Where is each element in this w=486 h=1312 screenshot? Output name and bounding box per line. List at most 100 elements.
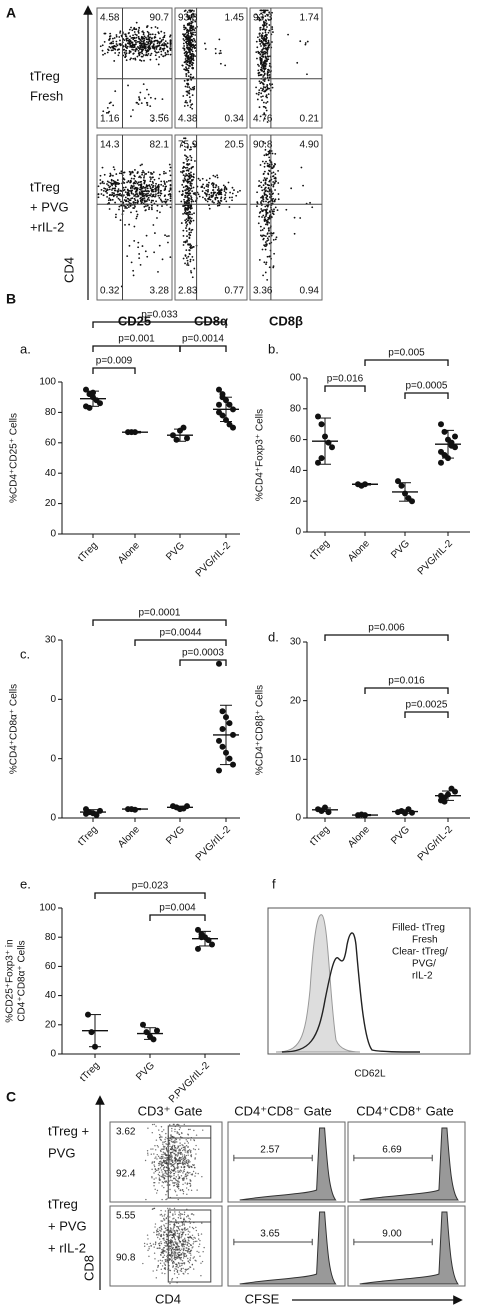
flow-dot: [103, 40, 106, 43]
flow-dot: [163, 1262, 165, 1264]
flow-dot: [103, 32, 106, 35]
flow-dot: [187, 1215, 189, 1217]
flow-dot: [187, 1159, 189, 1161]
flow-dot: [208, 177, 211, 180]
flow-dot: [182, 1223, 184, 1225]
flow-dot: [164, 1272, 166, 1275]
flow-dot: [182, 235, 185, 237]
flow-dot: [135, 41, 137, 44]
flow-dot: [133, 197, 136, 200]
flow-dot: [154, 1157, 156, 1160]
flow-dot: [216, 174, 219, 177]
flow-dot: [182, 1243, 184, 1246]
flow-dot: [265, 210, 268, 213]
flow-dot: [159, 37, 161, 40]
gate-value: 90.8: [116, 1253, 136, 1264]
flow-dot: [97, 193, 100, 195]
flow-dot: [165, 44, 168, 47]
flow-dot: [140, 176, 142, 179]
flow-dot: [161, 1220, 164, 1222]
flow-dot: [176, 1165, 179, 1167]
flow-dot: [176, 1154, 178, 1156]
flow-dot: [265, 261, 268, 264]
flow-dot: [164, 1180, 166, 1183]
flow-dot: [190, 195, 192, 198]
flow-dot: [127, 189, 130, 192]
flow-dot: [262, 43, 265, 45]
flow-dot: [159, 1162, 161, 1164]
flow-dot: [262, 101, 265, 104]
flow-dot: [157, 1264, 159, 1267]
flow-dot: [264, 186, 267, 189]
flow-dot: [183, 177, 186, 180]
flow-dot: [163, 200, 166, 203]
flow-dot: [155, 39, 158, 42]
flow-dot: [263, 24, 265, 27]
flow-dot: [120, 34, 123, 37]
flow-dot: [117, 54, 120, 57]
flow-dot: [118, 36, 121, 38]
flow-dot: [139, 38, 141, 41]
flow-dot: [158, 1179, 161, 1182]
flow-dot: [151, 1123, 154, 1126]
flow-dot: [140, 40, 143, 43]
flow-dot: [265, 200, 267, 203]
flow-dot: [147, 41, 150, 44]
flow-dot: [170, 1171, 173, 1174]
flow-dot: [130, 192, 133, 195]
flow-dot: [162, 1161, 164, 1164]
flow-dot: [148, 1246, 150, 1248]
flow-dot: [163, 1242, 166, 1244]
flow-dot: [261, 160, 264, 163]
flow-dot: [304, 43, 307, 46]
flow-dot: [210, 183, 213, 185]
flow-dot: [149, 47, 152, 50]
flow-dot: [178, 1262, 180, 1264]
flow-dot: [149, 187, 152, 189]
flow-dot: [164, 1174, 166, 1177]
flow-dot: [173, 1252, 176, 1254]
flow-dot: [136, 213, 139, 216]
flow-dot: [162, 1233, 165, 1236]
flow-dot: [158, 32, 160, 35]
flow-dot: [263, 177, 266, 179]
flow-dot: [184, 1160, 186, 1163]
flow-dot: [109, 185, 112, 188]
flow-dot: [137, 184, 140, 186]
legend-text: Clear- tTreg/: [392, 947, 448, 958]
flow-dot: [182, 38, 185, 40]
flow-dot: [168, 190, 171, 193]
flow-dot: [266, 223, 269, 226]
flow-dot: [114, 185, 117, 188]
flow-dot: [115, 35, 118, 38]
flow-dot: [189, 106, 192, 109]
flow-dot: [184, 1175, 186, 1178]
histogram: [239, 1211, 337, 1285]
flow-dot: [184, 1268, 186, 1271]
flow-dot: [152, 171, 155, 174]
flow-dot: [191, 1174, 194, 1176]
flow-dot: [264, 235, 267, 238]
flow-dot: [176, 1159, 178, 1161]
flow-dot: [155, 48, 158, 50]
flow-dot: [186, 101, 188, 104]
flow-dot: [131, 36, 134, 39]
flow-dot: [182, 1251, 184, 1254]
flow-dot: [263, 28, 265, 31]
flow-dot: [174, 1247, 177, 1249]
flow-dot: [168, 1184, 171, 1186]
flow-dot: [178, 1181, 180, 1183]
flow-dot: [266, 162, 269, 165]
flow-dot: [177, 1180, 179, 1182]
flow-dot: [152, 1208, 154, 1210]
flow-dot: [218, 52, 221, 55]
flow-dot: [189, 1250, 191, 1253]
flow-dot: [177, 1152, 179, 1154]
flow-dot: [183, 24, 185, 27]
flow-dot: [169, 188, 172, 190]
quadrant-value: 3.36: [253, 286, 273, 297]
flow-dot: [271, 152, 274, 155]
flow-dot: [169, 1223, 171, 1226]
flow-dot: [118, 172, 121, 175]
flow-dot: [184, 166, 187, 169]
